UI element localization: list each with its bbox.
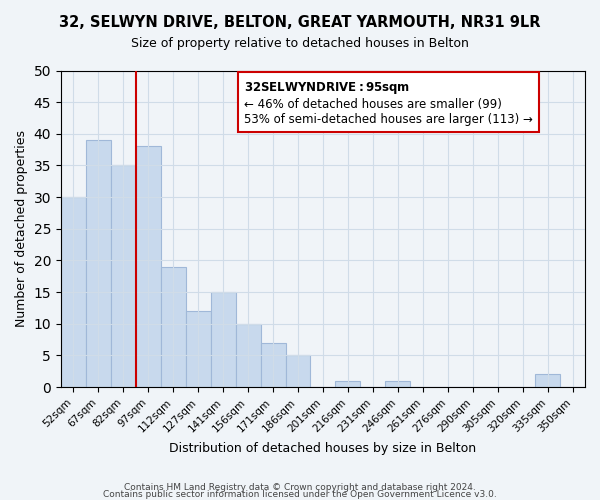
Bar xyxy=(86,140,111,387)
Bar xyxy=(260,343,286,387)
Bar xyxy=(61,197,86,387)
Bar xyxy=(136,146,161,387)
Text: $\bf{32 SELWYN DRIVE: 95sqm}$
← 46% of detached houses are smaller (99)
53% of s: $\bf{32 SELWYN DRIVE: 95sqm}$ ← 46% of d… xyxy=(244,80,533,126)
Text: Contains HM Land Registry data © Crown copyright and database right 2024.: Contains HM Land Registry data © Crown c… xyxy=(124,484,476,492)
Bar xyxy=(185,311,211,387)
Bar xyxy=(286,356,310,387)
Bar xyxy=(236,324,260,387)
Bar xyxy=(111,166,136,387)
Text: Contains public sector information licensed under the Open Government Licence v3: Contains public sector information licen… xyxy=(103,490,497,499)
Text: Size of property relative to detached houses in Belton: Size of property relative to detached ho… xyxy=(131,38,469,51)
Bar xyxy=(161,267,185,387)
Bar xyxy=(535,374,560,387)
Y-axis label: Number of detached properties: Number of detached properties xyxy=(15,130,28,328)
Bar xyxy=(335,381,361,387)
Text: 32, SELWYN DRIVE, BELTON, GREAT YARMOUTH, NR31 9LR: 32, SELWYN DRIVE, BELTON, GREAT YARMOUTH… xyxy=(59,15,541,30)
Bar xyxy=(211,292,236,387)
X-axis label: Distribution of detached houses by size in Belton: Distribution of detached houses by size … xyxy=(169,442,476,455)
Bar xyxy=(385,381,410,387)
